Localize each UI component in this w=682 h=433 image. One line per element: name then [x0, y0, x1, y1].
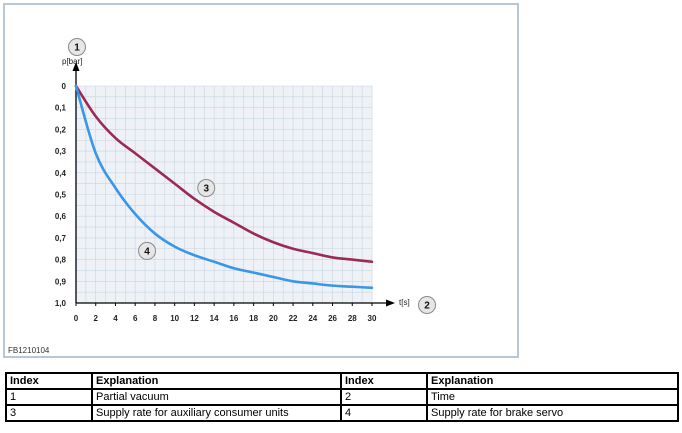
x-tick-label: 24 [308, 314, 317, 323]
x-tick-label: 16 [229, 314, 238, 323]
table-cell: Supply rate for brake servo [426, 404, 679, 422]
x-axis-label: t[s] [399, 298, 410, 307]
y-tick-label: 0,7 [55, 234, 67, 243]
header-explanation: Explanation [91, 372, 342, 390]
callout-4: 4 [144, 246, 150, 257]
table-cell: 1 [5, 388, 93, 406]
table-cell: 3 [5, 404, 93, 422]
table-cell: Time [426, 388, 679, 406]
header-index: Index [340, 372, 428, 390]
x-tick-label: 30 [368, 314, 377, 323]
x-tick-label: 12 [190, 314, 199, 323]
legend-table: Index Explanation Index Explanation 1 Pa… [5, 372, 679, 422]
callout-1-circle [68, 38, 86, 56]
series-b-line [74, 84, 374, 290]
table-cell: 2 [340, 388, 428, 406]
y-tick-label: 0,4 [55, 169, 67, 178]
y-tick-label: 0,9 [55, 277, 67, 286]
table-header-row: Index Explanation Index Explanation [5, 372, 679, 390]
callout-2-circle [418, 296, 436, 314]
table-row: 1 Partial vacuum 2 Time [5, 388, 679, 406]
table-row: 3 Supply rate for auxiliary consumer uni… [5, 404, 679, 422]
callout-3: 3 [203, 183, 209, 194]
x-tick-label: 4 [113, 314, 118, 323]
x-tick-label: 20 [269, 314, 278, 323]
figure-code: FB1210104 [8, 346, 50, 355]
callout-4-circle [138, 241, 157, 260]
figure-frame: 0 2 4 6 8 10 12 14 16 18 20 22 24 26 28 30 0 0,1 0,2 0,3 0,4… [3, 3, 519, 358]
x-tick-label: 2 [94, 314, 99, 323]
chart: 0 2 4 6 8 10 12 14 16 18 20 22 24 26 28 3000,10,20,30,4… [8, 38, 436, 355]
x-tick-label: 18 [249, 314, 258, 323]
y-tick-label: 1,0 [55, 299, 67, 308]
y-tick-label: 0,2 [55, 125, 67, 134]
series-a-line [74, 84, 374, 264]
y-axis-label: p[bar] [62, 57, 82, 66]
y-tick-label: 0,1 [55, 104, 67, 113]
table-cell: Supply rate for auxiliary consumer units [91, 404, 342, 422]
callout-1: 1 [74, 43, 80, 54]
header-explanation: Explanation [426, 372, 679, 390]
header-index: Index [5, 372, 93, 390]
x-tick-label: 22 [289, 314, 298, 323]
y-tick-label: 0 [62, 82, 67, 91]
x-axis-arrow [386, 299, 395, 307]
y-tick-label: 0,6 [55, 212, 67, 221]
table-cell: 4 [340, 404, 428, 422]
x-tick-label: 14 [210, 314, 219, 323]
table-cell: Partial vacuum [91, 388, 342, 406]
x-tick-label: 26 [328, 314, 337, 323]
x-tick-label: 8 [153, 314, 158, 323]
y-tick-label: 0,3 [55, 147, 67, 156]
x-tick-label: 28 [348, 314, 357, 323]
x-tick-label: 10 [170, 314, 179, 323]
callout-2: 2 [424, 301, 430, 312]
y-axis-arrow [72, 62, 80, 71]
y-tick-label: 0,5 [55, 191, 67, 200]
x-tick-label: 6 [133, 314, 138, 323]
x-tick-label: 0 [74, 314, 79, 323]
y-tick-label: 0,8 [55, 256, 67, 265]
callout-3-circle [197, 178, 216, 197]
